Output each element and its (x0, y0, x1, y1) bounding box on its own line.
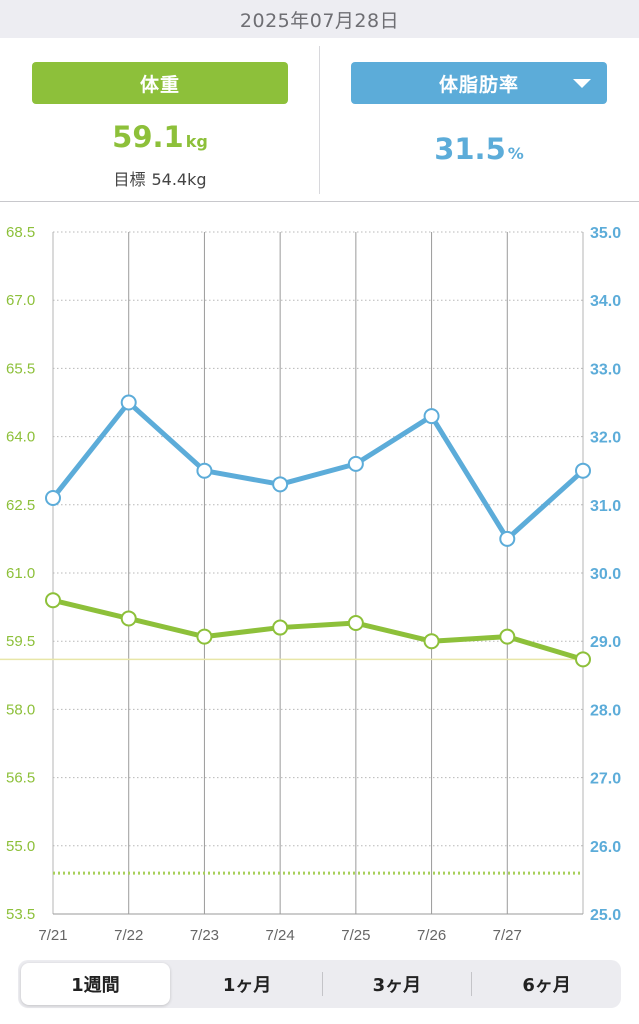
x-tick-label: 7/27 (493, 927, 522, 944)
summary-divider (319, 46, 320, 194)
body-fat-data-point[interactable] (196, 462, 213, 479)
goal-weight: 目標 54.4kg (32, 166, 288, 190)
weight-button-label: 体重 (139, 73, 180, 96)
summary-panel: 体重 59.1 kg 目標 54.4kg 体脂肪率 31.5% (0, 38, 639, 202)
body-fat-unit: % (507, 144, 524, 163)
goal-label: 目標 (113, 170, 146, 189)
y-left-tick-label: 59.5 (6, 633, 35, 650)
tab-3-months[interactable]: 3ヶ月 (323, 963, 472, 1005)
y-left-tick-label: 55.0 (6, 838, 35, 855)
tab-separator (321, 972, 323, 996)
weight-data-point[interactable] (196, 628, 213, 645)
y-right-tick-label: 25.0 (590, 907, 621, 924)
period-tabs: 1週間 1ヶ月 3ヶ月 6ヶ月 (18, 960, 621, 1008)
weight-data-point[interactable] (272, 619, 289, 636)
tab-1-month-label: 1ヶ月 (222, 975, 272, 996)
y-left-tick-label: 67.0 (6, 292, 35, 309)
trend-chart[interactable]: 53.5 55.0 56.5 58.0 59.5 61.0 62.5 64.0 65.5 67.0… (0, 203, 639, 953)
y-right-tick-label: 28.0 (590, 702, 621, 719)
body-fat-data-point[interactable] (45, 489, 61, 506)
body-fat-data-point[interactable] (499, 530, 516, 547)
goal-value: 54.4kg (151, 170, 207, 189)
tab-separator (471, 972, 473, 996)
date-header: 2025年07月28日 (0, 0, 639, 38)
weight-series-line (50, 597, 586, 662)
body-fat-data-point[interactable] (272, 476, 289, 493)
y-right-tick-label: 32.0 (590, 430, 621, 447)
y-left-tick-label: 68.5 (6, 224, 35, 241)
y-left-tick-label: 56.5 (6, 770, 35, 787)
body-fat-data-point[interactable] (575, 462, 591, 479)
x-tick-label: 7/25 (341, 927, 370, 944)
tab-1-week[interactable]: 1週間 (21, 963, 170, 1005)
tab-1-week-label: 1週間 (71, 975, 120, 996)
tab-6-months-label: 6ヶ月 (522, 975, 571, 996)
weight-value: 59.1 kg (32, 120, 288, 154)
body-fat-data-point[interactable] (120, 394, 137, 411)
y-right-tick-label: 29.0 (590, 634, 621, 651)
weight-data-point[interactable] (347, 615, 364, 632)
body-fat-value: 31.5% (351, 132, 607, 166)
weight-unit: kg (185, 132, 208, 151)
y-right-tick-label: 33.0 (590, 361, 621, 378)
weight-data-point[interactable] (499, 628, 516, 645)
x-tick-label: 7/23 (190, 927, 219, 944)
y-left-tick-label: 53.5 (6, 906, 35, 923)
y-left-tick-label: 64.0 (6, 429, 35, 446)
tab-6-months[interactable]: 6ヶ月 (472, 963, 621, 1005)
body-fat-button-label: 体脂肪率 (438, 73, 519, 96)
y-right-tick-label: 26.0 (590, 839, 621, 856)
y-left-tick-label: 62.5 (6, 497, 35, 514)
tab-3-months-label: 3ヶ月 (372, 975, 422, 996)
weight-data-point[interactable] (575, 651, 591, 668)
body-fat-number: 31.5 (434, 132, 506, 166)
date-label: 2025年07月28日 (239, 9, 400, 32)
weight-data-point[interactable] (45, 592, 61, 609)
tab-1-month[interactable]: 1ヶ月 (173, 963, 322, 1005)
x-tick-label: 7/26 (417, 927, 446, 944)
y-right-tick-label: 35.0 (590, 225, 621, 242)
x-tick-label: 7/24 (266, 927, 295, 944)
x-tick-label: 7/21 (38, 927, 67, 944)
body-fat-series-line (50, 400, 586, 542)
body-fat-data-point[interactable] (423, 408, 440, 425)
weight-data-point[interactable] (120, 610, 137, 627)
x-tick-label: 7/22 (114, 927, 143, 944)
y-left-tick-label: 65.5 (6, 360, 35, 377)
y-right-tick-label: 34.0 (590, 293, 621, 310)
y-right-tick-label: 30.0 (590, 566, 621, 583)
body-fat-data-point[interactable] (347, 455, 364, 472)
weight-number: 59.1 (112, 120, 184, 154)
y-right-tick-label: 27.0 (590, 771, 621, 788)
weight-data-point[interactable] (423, 633, 440, 650)
weight-button[interactable]: 体重 (32, 62, 288, 104)
dropdown-triangle-icon[interactable] (573, 79, 591, 88)
y-right-tick-label: 31.0 (590, 498, 621, 515)
y-left-tick-label: 61.0 (6, 565, 35, 582)
body-fat-button[interactable]: 体脂肪率 (351, 62, 607, 104)
y-left-tick-label: 58.0 (6, 701, 35, 718)
